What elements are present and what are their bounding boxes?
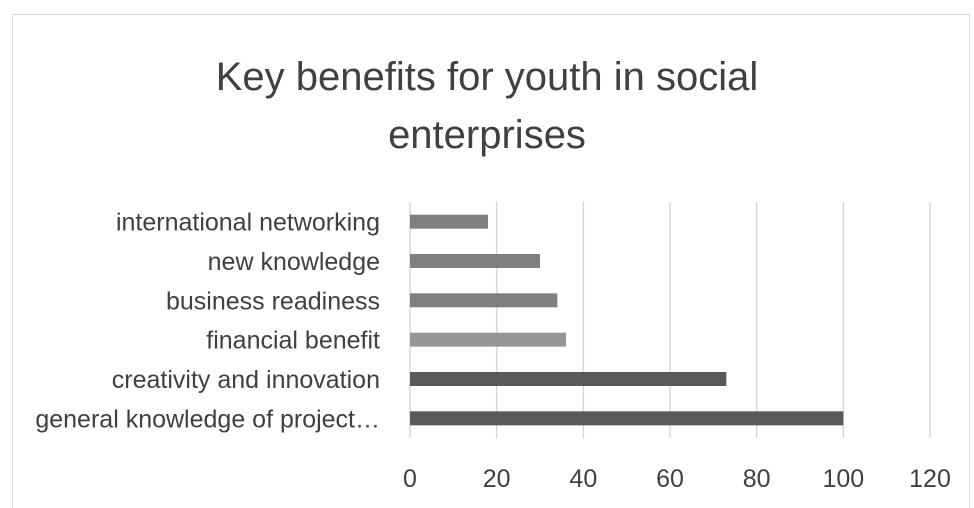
bar-2: [410, 293, 558, 308]
category-labels: international networking new knowledge bus…: [35, 209, 380, 434]
x-tick-label: 40: [569, 465, 597, 493]
x-tick-label: 80: [743, 465, 771, 493]
bar-4: [410, 372, 727, 386]
x-tick-labels: 0 20 40 60 80 100 120: [403, 465, 951, 493]
category-label: general knowledge of project…: [35, 405, 380, 433]
gridlines: [409, 202, 931, 438]
x-tick-label: 100: [822, 465, 864, 493]
chart-title: Key benefits for youth in social enterpr…: [0, 48, 974, 164]
x-tick-label: 60: [656, 465, 684, 493]
category-label: new knowledge: [208, 248, 380, 276]
bars: [410, 214, 844, 426]
category-label: business readiness: [166, 287, 380, 315]
x-tick-label: 20: [483, 465, 511, 493]
x-tick-label: 120: [909, 465, 951, 493]
category-label: financial benefit: [206, 327, 380, 355]
x-tick-label: 0: [403, 465, 417, 493]
chart-title-line-2: enterprises: [388, 113, 586, 157]
chart-title-line-1: Key benefits for youth in social: [215, 55, 759, 99]
category-label: international networking: [116, 209, 380, 237]
bar-1: [410, 254, 540, 268]
bar-3: [410, 332, 566, 347]
category-label: creativity and innovation: [112, 366, 380, 394]
bar-5: [410, 411, 844, 426]
bar-0: [410, 214, 488, 229]
